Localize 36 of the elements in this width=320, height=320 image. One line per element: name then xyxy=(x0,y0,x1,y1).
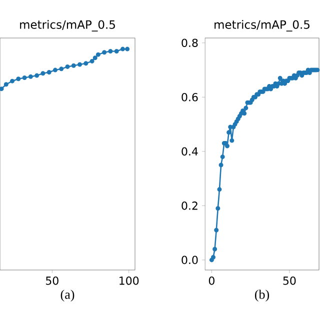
x-axis-title: (a) xyxy=(60,290,74,302)
x-tick-label: 50 xyxy=(46,276,58,285)
chart-title: metrics/mAP_0.5 xyxy=(214,20,310,32)
point xyxy=(40,71,46,76)
point xyxy=(102,50,107,55)
point xyxy=(16,76,21,82)
point xyxy=(96,52,100,57)
point xyxy=(52,68,58,72)
point xyxy=(92,56,98,60)
point xyxy=(125,46,130,52)
point xyxy=(4,82,8,87)
point xyxy=(65,64,70,69)
point xyxy=(28,74,33,79)
point xyxy=(108,49,113,54)
point xyxy=(10,78,15,84)
point xyxy=(90,58,94,64)
point xyxy=(84,61,88,66)
point xyxy=(78,62,82,67)
y-tick-label: 0.2 xyxy=(182,202,198,210)
y-tick-label: 0.8 xyxy=(182,38,198,48)
point xyxy=(120,46,125,52)
y-tick-label: 0.0 xyxy=(182,256,198,264)
point xyxy=(46,70,52,74)
x-axis-title: (b) xyxy=(254,290,270,302)
point xyxy=(22,76,27,80)
point xyxy=(0,86,4,92)
x-tick-label: 100 xyxy=(120,276,139,285)
x-tick-label: 50 xyxy=(283,276,296,285)
point xyxy=(34,73,40,78)
y-tick-label: 0.4 xyxy=(182,147,198,156)
x-tick-label: 0 xyxy=(208,276,214,285)
chart-title: metrics/mAP_0.5 xyxy=(20,20,115,32)
point xyxy=(114,49,119,54)
point xyxy=(71,63,76,68)
y-tick-label: 0.6 xyxy=(182,92,198,102)
point xyxy=(59,66,64,72)
